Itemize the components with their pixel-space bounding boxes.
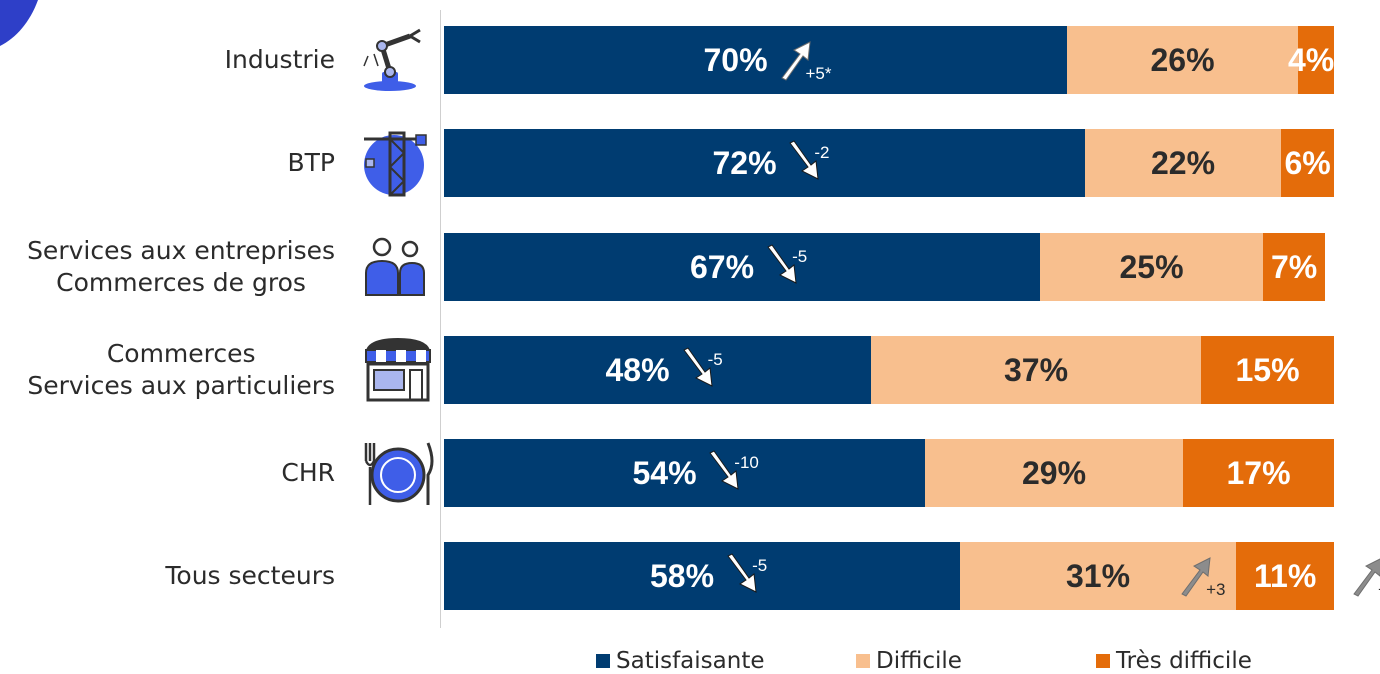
category-label: Tous secteurs [165,560,335,592]
bar-row: 54% 29% 17% [444,439,1334,507]
bar-row: 67% 25% 7% [444,233,1334,301]
data-label: 58% [650,558,715,594]
trend-value-label: +3 [1206,580,1226,599]
category-label: BTP [288,147,336,179]
category-label-line: CHR [281,458,335,487]
data-label: 15% [1235,352,1300,388]
bar-row: 70% 26% 4% [444,26,1334,94]
bar-segment [871,336,1201,404]
data-label: 31% [1066,558,1131,594]
data-label: 17% [1226,455,1291,491]
trend-up-arrow-icon [780,41,811,81]
data-label: 25% [1119,249,1184,285]
crane-building-icon [364,131,427,197]
bar-row: 48% 37% 15% [444,336,1334,404]
category-label-line: Commerces [106,339,256,368]
trend-down-arrow-icon [727,553,757,593]
bar-segment [1183,439,1334,507]
data-label: 29% [1022,455,1087,491]
trend-value-label: -2 [814,143,830,162]
category-label: CHR [281,457,335,489]
data-label: 6% [1284,145,1331,181]
trend-value-label: -10 [734,453,759,472]
chart-legend: Satisfaisante Difficile Très difficile [0,648,1380,674]
category-label-line: Tous secteurs [165,561,335,590]
trend-down-arrow-icon [682,347,713,387]
bar-segment [1298,26,1334,94]
bar-segment [1067,26,1298,94]
robot-arm-icon [363,28,421,91]
category-label: Industrie [225,44,335,76]
legend-swatch [596,654,610,668]
data-label: 22% [1151,145,1216,181]
data-label: 54% [632,455,697,491]
bar-segment [444,336,871,404]
category-label: Commerces Services aux particuliers [27,338,335,402]
category-label: Services aux entreprises Commerces de gro… [27,235,335,299]
category-axis-line [440,10,441,628]
trend-down-arrow-icon [709,450,739,490]
legend-item: Satisfaisante [596,648,765,674]
bar-segment [1263,233,1325,301]
bar-row: 72% 22% 6% [444,129,1334,197]
bar-segment [444,129,1085,197]
bar-segment [1040,233,1263,301]
legend-label: Satisfaisante [616,648,765,674]
trend-up-arrow-icon [1353,558,1380,597]
people-icon [365,237,425,296]
bar-segment [1201,336,1334,404]
legend-label: Très difficile [1116,648,1252,674]
data-label: 72% [712,145,777,181]
legend-swatch [1096,654,1110,668]
trend-value-label: +5* [805,64,832,83]
bar-segment [1085,129,1281,197]
trend-up-arrow-icon [1181,557,1211,597]
legend-item: Très difficile [1096,648,1252,674]
category-label-line: Services aux entreprises [27,236,335,265]
bar-segment [1281,129,1334,197]
bar-segment [925,439,1183,507]
trend-value-label: -5 [707,350,723,369]
trend-value-label: -5 [752,556,768,575]
data-label: 70% [703,42,768,78]
data-label: 67% [690,249,755,285]
data-label: 4% [1288,42,1335,78]
trend-value-label: -5 [792,247,808,266]
trend-down-arrow-icon [767,244,797,284]
legend-item: Difficile [856,648,962,674]
category-label-line: Commerces de gros [56,268,306,297]
plate-cutlery-icon [364,442,434,505]
bar-segment [444,439,925,507]
bar-segment [444,26,1067,94]
bar-row: 58% 31% 11% [444,542,1334,610]
bar-segment [444,233,1040,301]
data-label: 48% [605,352,670,388]
data-label: 11% [1254,558,1317,594]
legend-label: Difficile [876,648,962,674]
data-label: 7% [1271,249,1318,285]
category-label-line: BTP [287,148,336,177]
bar-segment [1236,542,1334,610]
data-label: 26% [1150,42,1215,78]
storefront-icon [365,338,431,402]
trend-down-arrow-icon [789,140,819,180]
bar-segment [444,542,960,610]
bar-segment [960,542,1236,610]
data-label: 37% [1004,352,1069,388]
corner-decoration [0,0,38,46]
trend-value-label: +2 [1378,580,1380,600]
category-label-line: Industrie [224,45,335,74]
legend-swatch [856,654,870,668]
category-label-line: Services aux particuliers [27,371,335,400]
